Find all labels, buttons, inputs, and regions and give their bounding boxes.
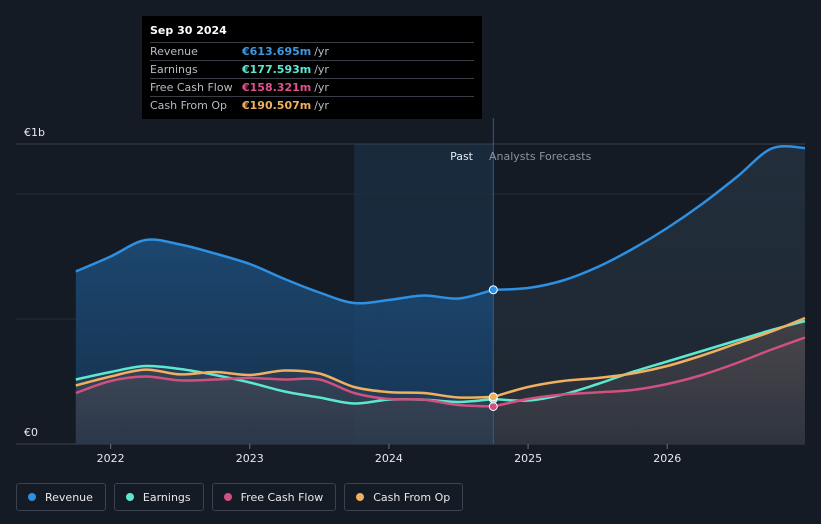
cash-from-op-area [75, 318, 806, 444]
tooltip-unit: /yr [314, 63, 329, 76]
x-tick-label: 2025 [514, 452, 542, 465]
series-lines [75, 144, 806, 408]
x-tick-label: 2026 [653, 452, 681, 465]
legend-item-cash-from-op[interactable]: Cash From Op [344, 483, 464, 511]
past-label: Past [450, 150, 474, 163]
free-cash-flow-forecast-line [493, 336, 806, 408]
tooltip-row-free-cash-flow: Free Cash Flow €158.321m /yr [150, 79, 474, 97]
tooltip-label: Free Cash Flow [150, 81, 233, 94]
cash-from-op-marker[interactable] [488, 392, 498, 402]
revenue-forecast-line [493, 144, 806, 292]
x-tick-label: 2023 [236, 452, 264, 465]
tooltip-unit: /yr [314, 99, 329, 112]
tooltip-date: Sep 30 2024 [150, 24, 474, 43]
tooltip-row-revenue: Revenue €613.695m /yr [150, 43, 474, 61]
tooltip-value: €613.695m [242, 45, 312, 58]
free-cash-flow-past-line [75, 375, 494, 408]
tooltip-value: €158.321m [242, 81, 312, 94]
free-cash-flow-dot-icon [223, 493, 232, 501]
revenue-past-line [75, 238, 494, 305]
earnings-dot-icon [125, 493, 134, 501]
forecast-label: Analysts Forecasts [489, 150, 592, 163]
revenue-marker[interactable] [488, 285, 498, 295]
tooltip-row-cash-from-op: Cash From Op €190.507m /yr [150, 97, 474, 114]
x-tick-label: 2022 [97, 452, 125, 465]
legend-item-earnings[interactable]: Earnings [113, 483, 204, 511]
tooltip-unit: /yr [314, 45, 329, 58]
tooltip-label: Revenue [150, 45, 198, 58]
cash-from-op-forecast-line [492, 316, 806, 399]
x-axis: 2022 2023 2024 2025 2026 [97, 444, 681, 465]
tooltip-value: €190.507m [242, 99, 312, 112]
tooltip-row-earnings: Earnings €177.593m /yr [150, 61, 474, 79]
legend-label: Earnings [142, 490, 191, 504]
cash-from-op-past-line [75, 368, 494, 399]
earnings-forecast-line [493, 319, 806, 402]
tooltip: Sep 30 2024 Revenue €613.695m /yr Earnin… [142, 16, 482, 119]
tooltip-label: Cash From Op [150, 99, 228, 112]
tooltip-label: Earnings [150, 63, 198, 76]
legend-label: Cash From Op [373, 490, 451, 504]
legend-item-revenue[interactable]: Revenue [16, 483, 106, 511]
legend-label: Free Cash Flow [240, 490, 324, 504]
legend: Revenue Earnings Free Cash Flow Cash Fro… [16, 483, 464, 511]
free-cash-flow-marker[interactable] [488, 402, 498, 411]
legend-label: Revenue [45, 490, 93, 504]
series-markers [488, 285, 498, 411]
legend-item-free-cash-flow[interactable]: Free Cash Flow [211, 483, 337, 511]
tooltip-unit: /yr [314, 81, 329, 94]
y-tick-label-top: €1b [24, 126, 45, 139]
x-tick-label: 2024 [375, 452, 403, 465]
y-tick-label-zero: €0 [24, 426, 38, 439]
series-areas [75, 146, 806, 444]
cash-from-op-dot-icon [356, 493, 365, 501]
revenue-dot-icon [28, 493, 36, 501]
tooltip-value: €177.593m [242, 63, 312, 76]
